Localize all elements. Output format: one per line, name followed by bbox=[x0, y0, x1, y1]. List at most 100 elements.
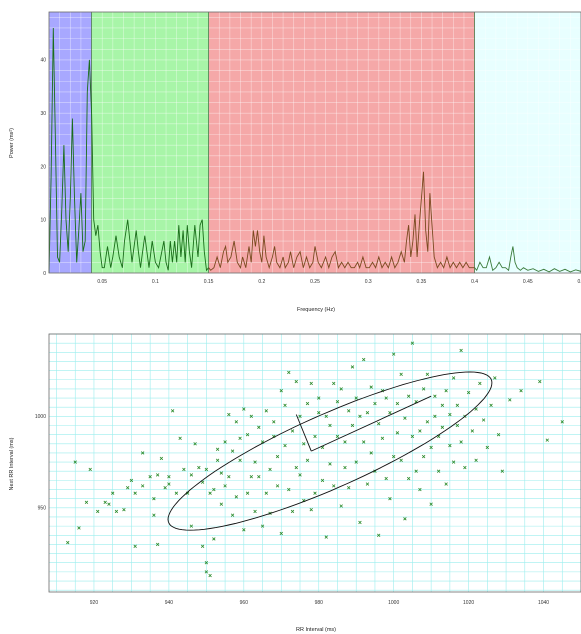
poincare-point bbox=[264, 409, 268, 413]
poincare-point bbox=[238, 458, 242, 462]
poincare-point bbox=[140, 451, 145, 455]
poincare-point bbox=[391, 352, 396, 356]
psd-frame bbox=[48, 11, 581, 274]
poincare-point bbox=[242, 528, 246, 532]
poincare-point bbox=[133, 544, 137, 548]
poincare-point bbox=[317, 410, 321, 415]
poincare-point bbox=[245, 432, 250, 437]
poincare-point bbox=[418, 487, 422, 492]
poincare-point bbox=[410, 341, 415, 345]
poincare-point bbox=[406, 394, 411, 398]
poincare-point bbox=[77, 526, 81, 530]
poincare-point bbox=[354, 460, 358, 464]
poincare-point bbox=[174, 491, 179, 495]
poincare-point bbox=[230, 449, 235, 453]
poincare-point bbox=[418, 429, 422, 433]
poincare-point bbox=[455, 423, 460, 428]
poincare-point bbox=[324, 535, 328, 539]
poincare-point bbox=[365, 410, 370, 415]
poincare-point bbox=[466, 390, 471, 395]
poincare-point bbox=[358, 520, 362, 525]
poincare-point bbox=[283, 443, 287, 448]
poincare-point bbox=[362, 357, 366, 362]
poincare-point bbox=[380, 436, 385, 440]
poincare-point bbox=[436, 469, 441, 473]
poincare-point bbox=[545, 438, 549, 442]
poincare-point bbox=[249, 475, 253, 479]
poincare-point bbox=[335, 434, 340, 439]
poincare-point bbox=[264, 491, 268, 495]
poincare-point bbox=[399, 458, 403, 462]
poincare-point bbox=[294, 465, 298, 470]
poincare-point bbox=[242, 407, 246, 411]
poincare-point bbox=[294, 379, 298, 384]
poincare-point bbox=[388, 496, 392, 501]
psd-x-tick-label: 0.25 bbox=[310, 279, 320, 285]
poincare-point bbox=[245, 491, 250, 495]
poincare-point bbox=[425, 372, 430, 376]
poincare-point bbox=[429, 445, 433, 450]
poincare-point bbox=[219, 471, 224, 475]
poincare-point bbox=[377, 533, 381, 537]
poincare-point bbox=[111, 491, 115, 495]
psd-y-tick-label: 10 bbox=[40, 218, 46, 224]
poincare-point bbox=[421, 387, 426, 391]
poincare-point bbox=[347, 409, 351, 413]
poincare-point bbox=[395, 431, 400, 435]
poincare-point bbox=[485, 445, 490, 450]
poincare-point bbox=[362, 440, 366, 444]
poincare-point bbox=[433, 414, 437, 419]
poincare-point bbox=[421, 454, 426, 459]
poincare-point bbox=[365, 482, 370, 486]
poincare-point bbox=[268, 467, 272, 472]
psd-curve-segment bbox=[48, 27, 93, 274]
poincare-point bbox=[354, 396, 358, 400]
poincare-point bbox=[182, 467, 186, 472]
poincare-point bbox=[253, 460, 257, 464]
poincare-point bbox=[474, 458, 478, 462]
poincare-point bbox=[159, 456, 164, 461]
poincare-point bbox=[257, 425, 261, 430]
poincare-point bbox=[448, 412, 452, 417]
poincare-plot-area bbox=[49, 334, 581, 592]
poincare-point bbox=[260, 524, 265, 528]
poincare-point bbox=[335, 400, 340, 404]
poincare-point bbox=[298, 414, 302, 419]
psd-curve-segment bbox=[208, 171, 475, 271]
poincare-point bbox=[73, 460, 77, 464]
poincare-point bbox=[560, 420, 564, 424]
psd-y-tick-label: 30 bbox=[40, 111, 46, 117]
poincare-point bbox=[320, 478, 325, 483]
poincare-point bbox=[489, 403, 493, 408]
poincare-point bbox=[313, 434, 317, 439]
poincare-point bbox=[204, 561, 209, 565]
poincare-point bbox=[414, 469, 418, 473]
poincare-point bbox=[230, 513, 235, 517]
poincare-x-tick-label: 980 bbox=[315, 600, 324, 606]
poincare-point bbox=[122, 507, 126, 512]
psd-x-tick-label: 0.45 bbox=[523, 279, 533, 285]
poincare-point bbox=[133, 491, 137, 495]
poincare-point bbox=[219, 502, 224, 506]
poincare-point bbox=[358, 414, 362, 419]
poincare-x-tick-label: 940 bbox=[165, 600, 174, 606]
poincare-frame bbox=[48, 333, 581, 593]
poincare-point bbox=[496, 432, 501, 437]
psd-x-axis-label: Frequency (Hz) bbox=[297, 307, 335, 313]
poincare-point bbox=[339, 387, 343, 391]
poincare-x-tick-label: 1000 bbox=[388, 600, 399, 606]
poincare-y-tick-label: 1000 bbox=[35, 414, 46, 420]
poincare-point bbox=[463, 465, 467, 470]
poincare-x-tick-label: 1040 bbox=[538, 600, 549, 606]
poincare-point bbox=[200, 544, 205, 548]
poincare-point bbox=[167, 482, 171, 486]
psd-x-tick-label: 0.3 bbox=[365, 279, 372, 285]
poincare-point bbox=[399, 372, 403, 376]
poincare-point bbox=[170, 409, 175, 413]
poincare-point bbox=[451, 460, 456, 464]
poincare-point bbox=[429, 502, 433, 506]
poincare-point bbox=[283, 403, 287, 408]
poincare-x-tick-label: 1020 bbox=[463, 600, 474, 606]
poincare-point bbox=[384, 476, 388, 481]
poincare-point bbox=[347, 486, 351, 490]
